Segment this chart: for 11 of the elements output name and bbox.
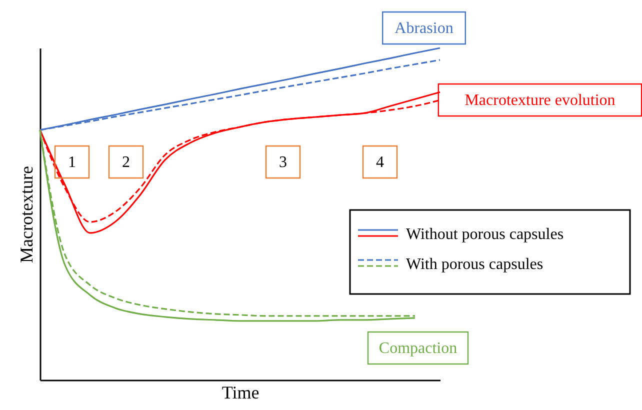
annotation: 2 xyxy=(122,154,130,171)
legend-label: With porous capsules xyxy=(406,256,544,273)
legend-label: Without porous capsules xyxy=(406,226,564,243)
annotation: 3 xyxy=(279,154,287,171)
annotation: Compaction xyxy=(378,340,458,357)
text: Macrotexture evolution xyxy=(464,92,616,109)
x-axis-title: Time xyxy=(222,382,260,402)
annotation: 1 xyxy=(68,154,76,171)
text: Abrasion xyxy=(394,20,454,37)
y-axis-title: Macrotexture xyxy=(16,166,36,263)
annotation: 4 xyxy=(376,154,384,171)
